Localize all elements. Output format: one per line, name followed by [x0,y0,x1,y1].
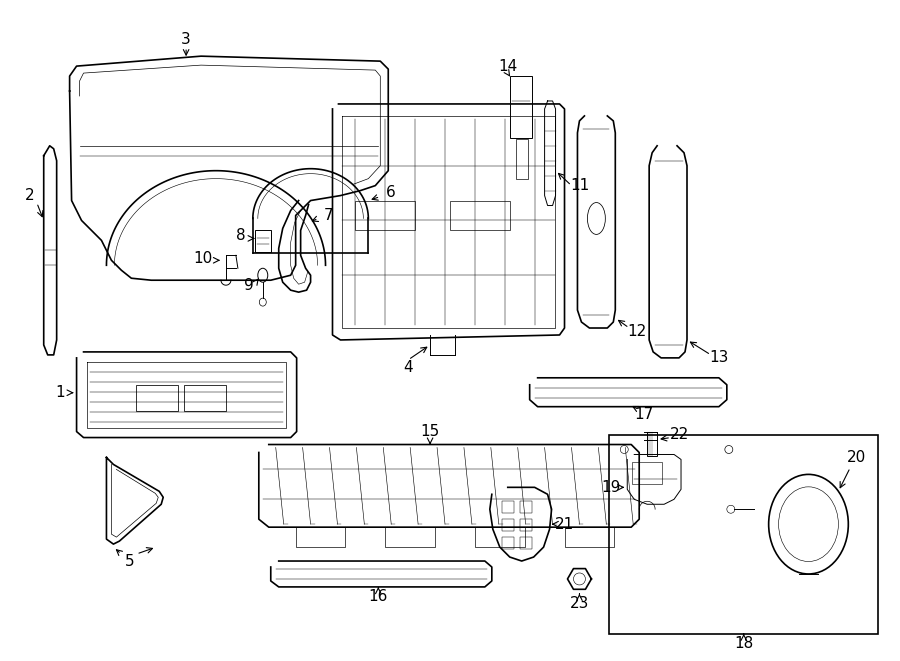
Text: 14: 14 [498,59,518,73]
Bar [450,200,509,231]
Bar [475,527,525,547]
Bar [356,200,415,231]
Text: 12: 12 [627,325,647,340]
Bar [509,76,532,137]
Bar [609,434,878,634]
Bar [296,527,346,547]
Bar [647,432,657,457]
Text: 7: 7 [324,208,333,223]
Text: 4: 4 [403,360,413,375]
Text: 9: 9 [244,278,254,293]
Text: 2: 2 [25,188,34,203]
Text: 8: 8 [236,228,246,243]
Text: 3: 3 [181,32,191,47]
Text: 18: 18 [734,636,753,651]
Bar [632,463,662,485]
Bar [519,519,532,531]
Bar [136,385,178,410]
Bar [519,537,532,549]
Text: 11: 11 [570,178,590,193]
Text: 16: 16 [369,590,388,604]
Bar [502,501,514,513]
Bar [184,385,226,410]
Text: 23: 23 [570,596,590,611]
Text: 19: 19 [601,480,621,495]
Text: 22: 22 [670,427,688,442]
Bar [385,527,435,547]
Bar [255,231,271,253]
Text: 6: 6 [385,185,395,200]
Text: 10: 10 [194,251,212,266]
Text: 5: 5 [124,553,134,568]
Text: 13: 13 [709,350,729,366]
Text: 20: 20 [847,450,866,465]
Text: 21: 21 [555,517,574,531]
Bar [516,139,527,178]
Text: 17: 17 [634,407,653,422]
Bar [519,501,532,513]
Text: 15: 15 [420,424,440,439]
Bar [502,519,514,531]
Text: 1: 1 [55,385,65,401]
Bar [564,527,615,547]
Bar [502,537,514,549]
